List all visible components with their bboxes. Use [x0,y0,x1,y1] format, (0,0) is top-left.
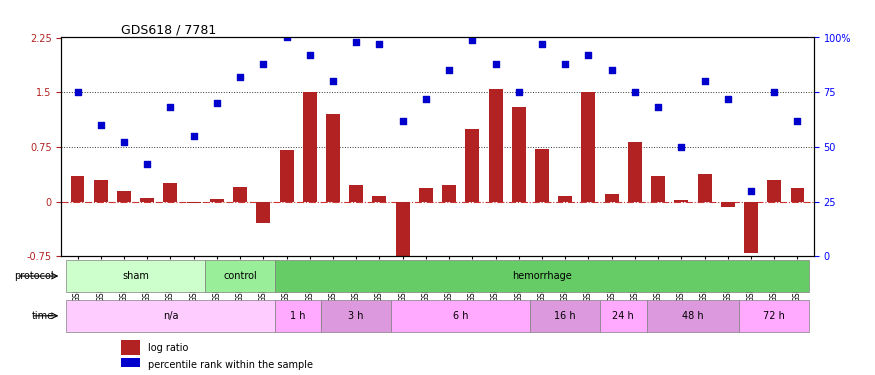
Bar [303,92,317,201]
Point [210,100,224,106]
Bar [140,198,154,201]
Point [744,188,758,194]
FancyBboxPatch shape [739,300,809,332]
Point [186,133,200,139]
Point [279,34,293,40]
Text: 6 h: 6 h [453,311,468,321]
Bar [326,114,340,201]
FancyBboxPatch shape [275,260,809,292]
Point [675,144,689,150]
Point [488,61,502,67]
Point [628,89,642,95]
Point [651,105,665,111]
FancyBboxPatch shape [66,260,206,292]
Text: n/a: n/a [163,311,178,321]
Text: sham: sham [123,271,149,281]
Point [117,140,131,146]
Point [558,61,572,67]
Point [605,67,619,73]
Text: hemorrhage: hemorrhage [512,271,572,281]
Bar [122,340,140,355]
Bar [466,129,480,201]
Bar [419,188,433,201]
Text: time: time [31,311,53,321]
Point [140,161,154,167]
Bar [535,149,549,201]
Point [535,41,549,47]
Text: percentile rank within the sample: percentile rank within the sample [148,360,312,370]
Point [396,118,410,124]
Point [326,78,340,84]
Bar [280,150,293,201]
Bar [186,201,200,203]
FancyBboxPatch shape [647,300,739,332]
Point [233,74,247,80]
Bar [767,180,781,201]
FancyBboxPatch shape [530,300,600,332]
Bar [233,187,247,201]
Bar [697,174,711,201]
Text: control: control [223,271,257,281]
Point [94,122,108,128]
Text: 24 h: 24 h [612,311,634,321]
Bar [117,190,131,201]
FancyBboxPatch shape [275,300,321,332]
Text: log ratio: log ratio [148,343,188,353]
Text: 3 h: 3 h [348,311,364,321]
Bar [628,142,642,201]
Bar [512,107,526,201]
Point [790,118,804,124]
Bar [349,186,363,201]
Bar [744,201,758,252]
Bar [605,194,619,201]
Point [721,96,735,102]
Text: GDS618 / 7781: GDS618 / 7781 [122,23,217,36]
Text: 48 h: 48 h [682,311,704,321]
FancyBboxPatch shape [206,260,275,292]
FancyBboxPatch shape [66,300,275,332]
Point [466,37,480,43]
Bar [582,92,595,201]
Bar [396,201,410,267]
FancyBboxPatch shape [321,300,391,332]
FancyBboxPatch shape [391,300,530,332]
Text: 16 h: 16 h [555,311,576,321]
Point [442,67,456,73]
Point [349,39,363,45]
Bar [210,200,224,201]
FancyBboxPatch shape [600,300,647,332]
Point [419,96,433,102]
Bar [651,176,665,201]
Point [71,89,85,95]
Text: protocol: protocol [14,271,53,281]
Point [373,41,387,47]
Bar [94,180,108,201]
Point [582,52,596,58]
Text: 1 h: 1 h [290,311,306,321]
Bar [122,358,140,372]
Bar [373,196,387,201]
Bar [164,183,178,201]
Point [256,61,270,67]
Bar [488,88,502,201]
Bar [558,196,572,201]
Point [697,78,711,84]
Point [303,52,317,58]
Text: 72 h: 72 h [763,311,785,321]
Point [512,89,526,95]
Bar [442,186,456,201]
Point [767,89,781,95]
Bar [256,201,270,223]
Bar [790,188,804,201]
Bar [675,200,689,201]
Point [164,105,178,111]
Bar [721,201,735,207]
Bar [71,176,85,201]
